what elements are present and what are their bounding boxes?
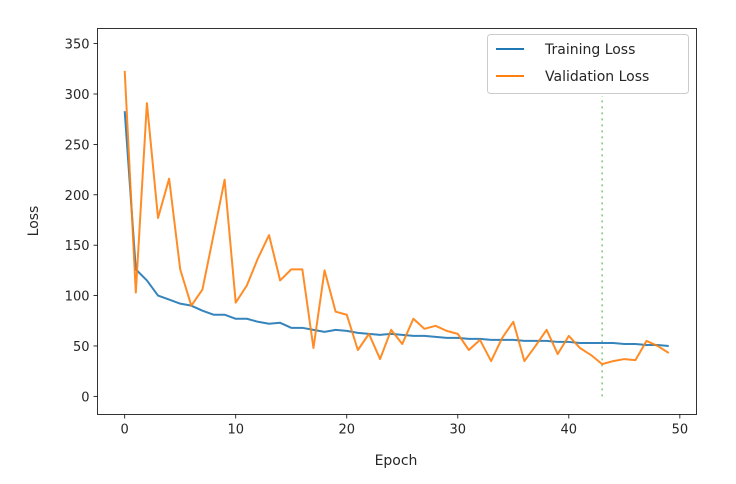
x-tick-label: 40 [561,423,578,438]
x-tick-label: 30 [450,423,467,438]
series-line-validation [123,70,670,366]
x-tick-label: 20 [338,423,355,438]
y-axis-label: Loss [26,206,42,237]
y-tick-label: 300 [65,88,90,103]
legend-label-training: Training Loss [544,42,635,58]
legend-box [487,34,689,94]
x-tick-label: 10 [227,423,244,438]
x-tick-label: 50 [672,423,689,438]
y-tick-label: 250 [65,138,90,153]
legend-label-validation: Validation Loss [545,69,649,85]
y-tick-label: 200 [65,189,90,204]
y-tick-label: 100 [65,290,90,305]
x-tick-label: 0 [121,423,129,438]
y-tick-label: 0 [81,390,89,405]
y-tick-label: 350 [65,38,90,53]
plot-frame [97,28,697,415]
x-axis-label: Epoch [375,453,418,469]
series-line-training [123,111,669,347]
y-tick-label: 150 [65,239,90,254]
legend: Training Loss Validation Loss [487,34,689,94]
y-tick-label: 50 [73,340,90,355]
